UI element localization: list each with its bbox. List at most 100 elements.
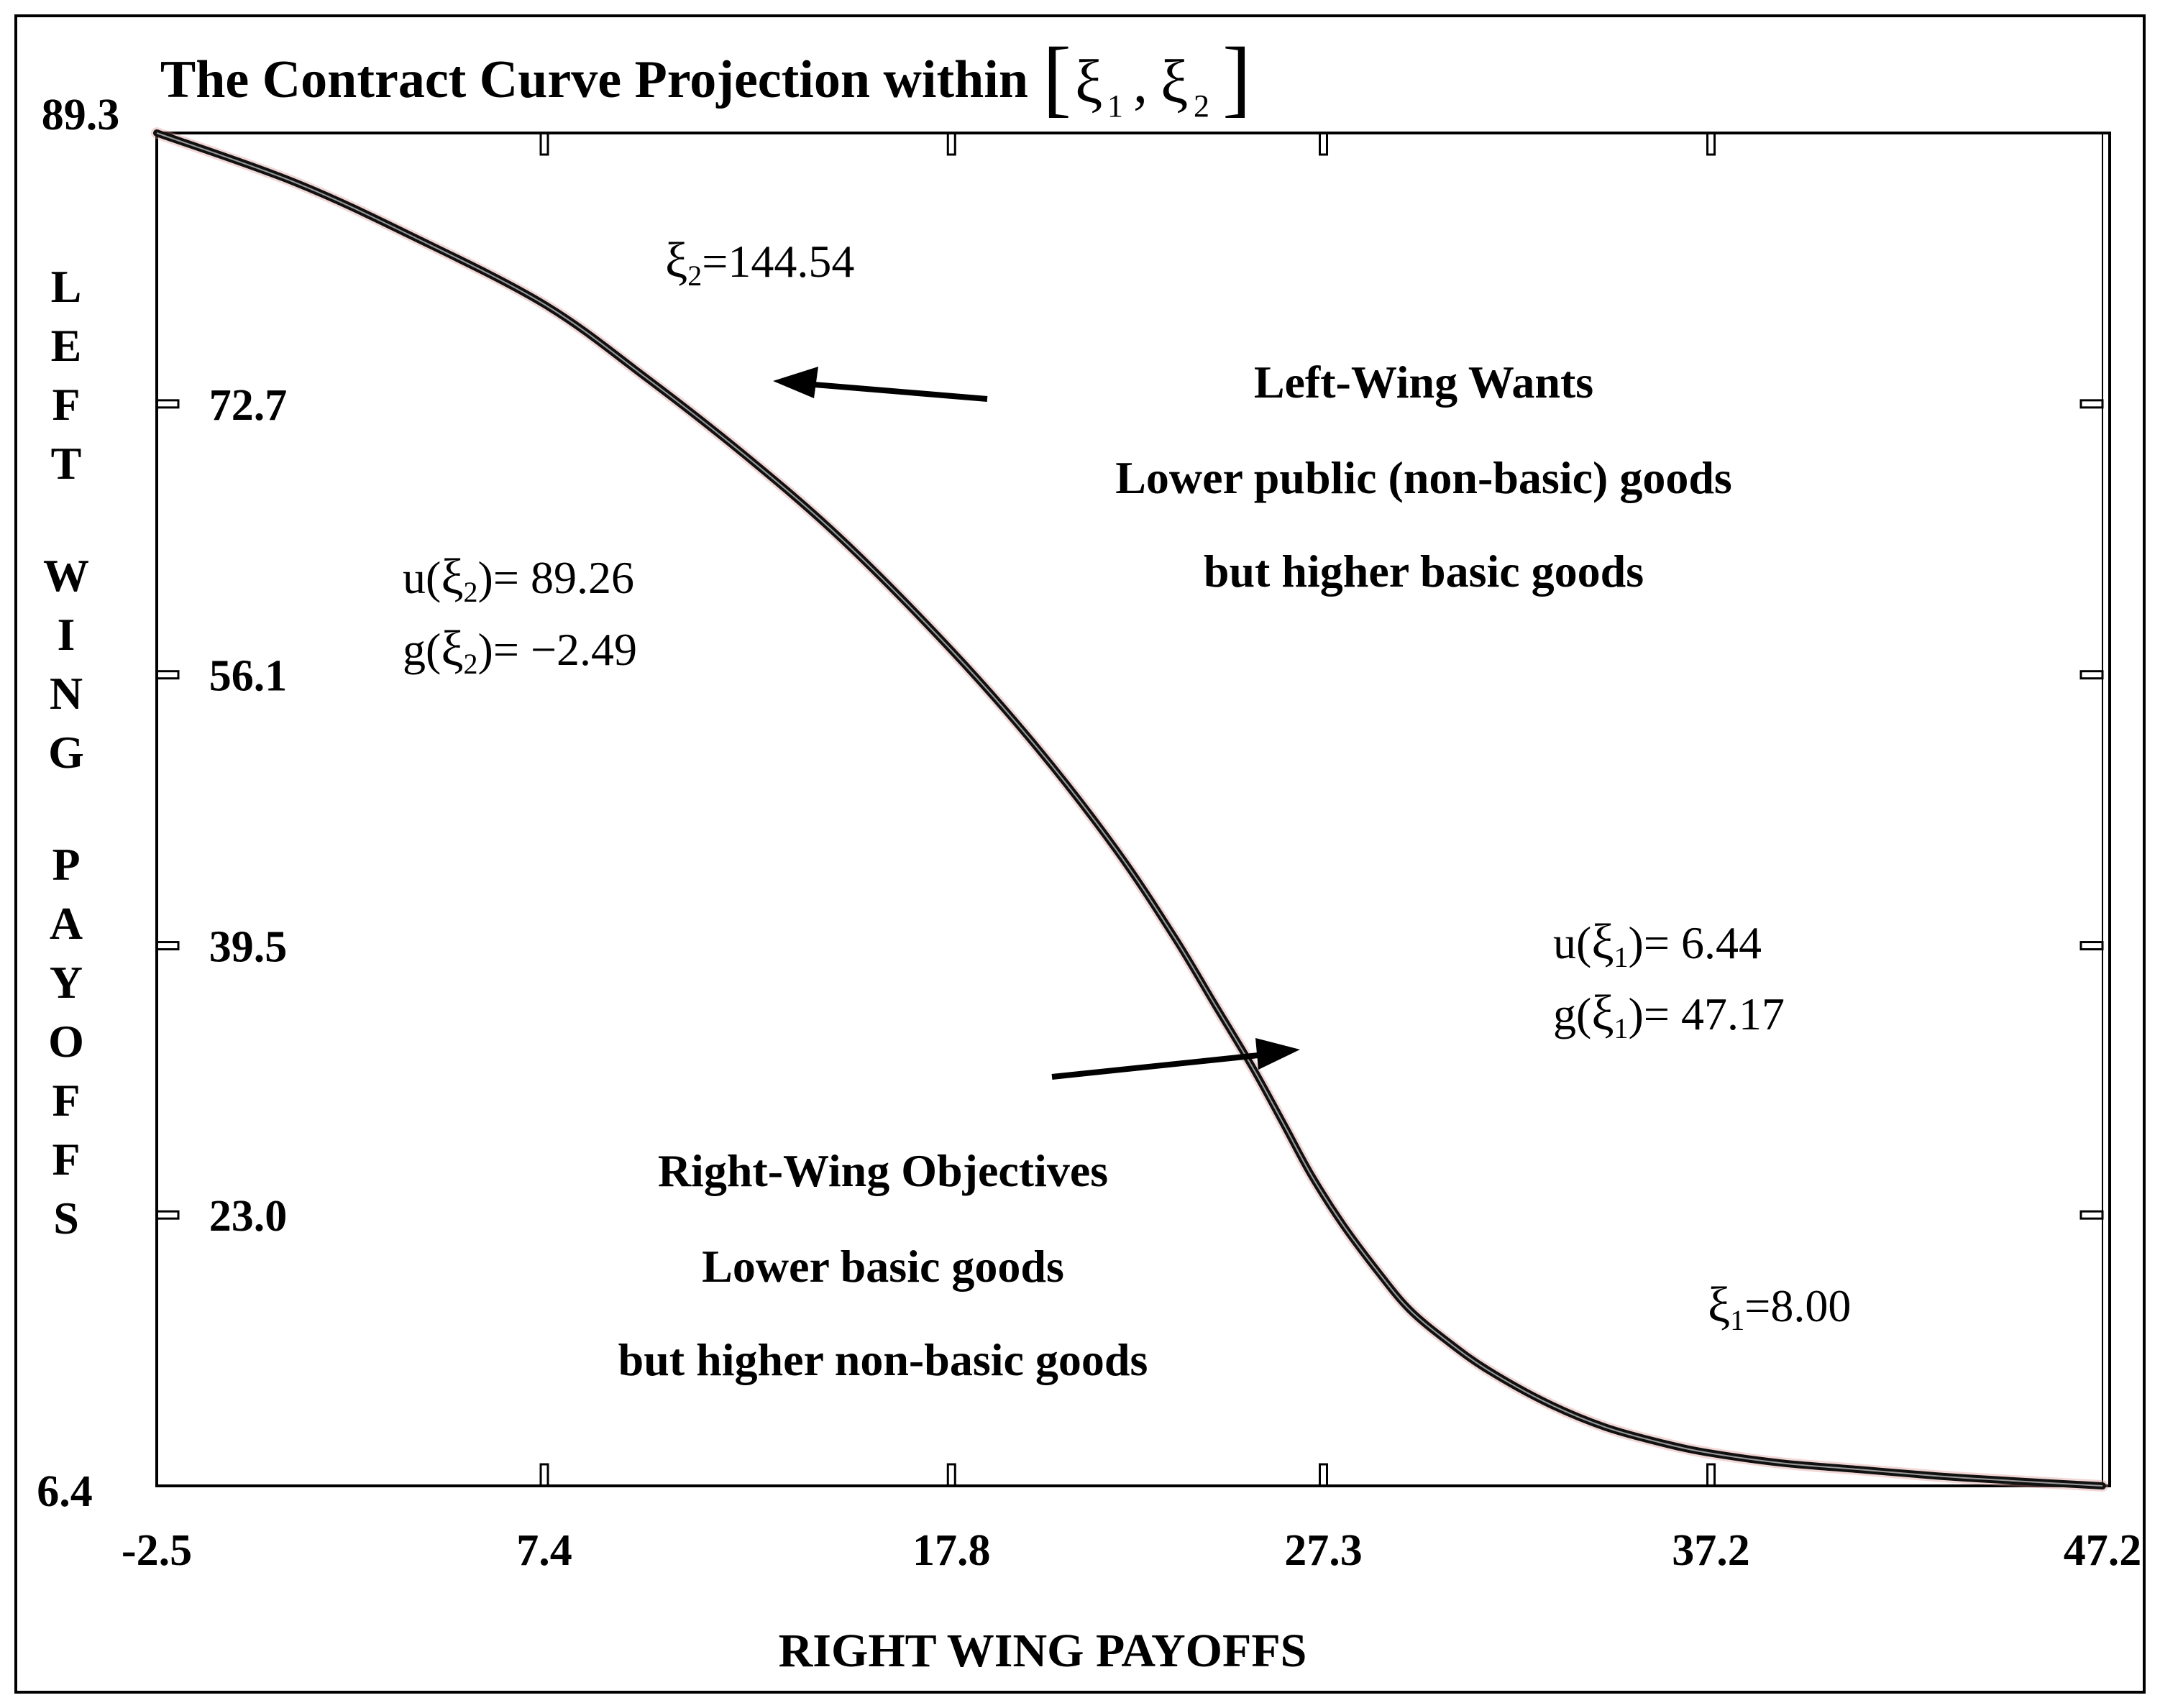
annotation-g-xi2-text: )= −2.49 — [478, 624, 638, 675]
annotation-xi2-sub: 2 — [687, 260, 702, 292]
y-axis-label-letter: F — [52, 1134, 80, 1185]
annotation-xi2: ξ2=144.54 — [665, 233, 854, 292]
x-tick-label: 47.2 — [2064, 1526, 2142, 1575]
y-axis-label-letter: E — [51, 320, 82, 371]
annotation-g-xi2-prefix: g( — [403, 624, 441, 675]
x-tick-label: -2.5 — [122, 1526, 192, 1575]
title-comma: , — [1133, 52, 1148, 115]
y-tick-mark-left — [155, 941, 180, 951]
annotation-xi2-text: =144.54 — [702, 236, 854, 287]
x-tick-mark-top — [1319, 132, 1329, 156]
right-wing-note-line-2: Lower basic goods — [702, 1241, 1064, 1292]
contract-curve — [151, 127, 2108, 1492]
annotation-u-xi1-base: ξ — [1591, 914, 1614, 970]
annotation-u-xi2-sub: 2 — [464, 576, 478, 608]
left-wing-arrow-head — [773, 367, 818, 398]
y-tick-mark-left — [155, 399, 180, 409]
annotation-u-xi1: u(ξ1)= 6.44 — [1553, 914, 1762, 973]
annotation-u-xi1-prefix: u( — [1553, 917, 1591, 968]
left-wing-arrow-shaft — [805, 381, 988, 402]
annotation-g-xi1-prefix: g( — [1553, 988, 1591, 1039]
outer-frame — [14, 14, 2146, 1694]
annotation-g-xi2: g(ξ2)= −2.49 — [403, 621, 637, 680]
right-wing-arrow-head — [1255, 1038, 1300, 1070]
annotation-xi1-text: =8.00 — [1744, 1280, 1851, 1331]
y-tick-labels: 89.3 72.7 56.1 39.5 23.0 6.4 — [37, 91, 287, 1516]
y-axis-label-letter: T — [51, 438, 82, 489]
annotation-xi1: ξ1=8.00 — [1708, 1277, 1851, 1336]
x-tick-label: 37.2 — [1672, 1526, 1750, 1575]
right-wing-note-line-1: Right-Wing Objectives — [658, 1145, 1108, 1196]
annotation-g-xi1-text: )= 47.17 — [1629, 988, 1785, 1039]
y-axis-label-letter: S — [53, 1193, 79, 1244]
annotation-g-xi1: g(ξ1)= 47.17 — [1553, 986, 1785, 1044]
chart-title: The Contract Curve Projection within [ ξ… — [160, 29, 1251, 125]
annotation-g-xi1-base: ξ — [1591, 986, 1614, 1041]
y-axis-label-letter: F — [52, 379, 80, 430]
x-tick-labels: -2.5 7.4 17.8 27.3 37.2 47.2 — [122, 1526, 2141, 1575]
x-tick-mark-top — [946, 132, 956, 156]
right-wing-arrow — [1051, 1038, 1300, 1080]
annotation-g-xi2-base: ξ — [441, 621, 463, 676]
y-axis-label-letter: Y — [50, 957, 83, 1008]
y-axis-label-letter: W — [43, 550, 89, 601]
title-xi2-sub: 2 — [1194, 88, 1209, 124]
title-xi2: ξ — [1161, 47, 1188, 116]
y-axis-label-letter: A — [50, 898, 83, 949]
y-axis-label-letter: I — [58, 609, 75, 660]
x-tick-mark-top — [539, 132, 549, 156]
y-axis-label-letter: L — [51, 261, 82, 312]
title-xi1-sub: 1 — [1107, 88, 1123, 124]
y-tick-mark-right — [2079, 1210, 2104, 1220]
y-axis-label-letter: G — [48, 727, 84, 778]
title-bracket-open: [ — [1043, 29, 1071, 125]
title-xi1: ξ — [1075, 47, 1102, 116]
y-tick-mark-right — [2079, 941, 2104, 951]
y-tick-label: 6.4 — [37, 1467, 93, 1516]
annotation-xi1-base: ξ — [1708, 1277, 1730, 1333]
y-tick-label: 89.3 — [42, 91, 120, 139]
annotation-u-xi1-sub: 1 — [1614, 941, 1629, 973]
y-axis-label-letter: O — [48, 1016, 84, 1067]
title-text: The Contract Curve Projection within — [160, 50, 1028, 109]
annotation-u-xi2-text: )= 89.26 — [478, 552, 634, 603]
x-tick-label: 7.4 — [516, 1526, 572, 1575]
y-tick-label: 72.7 — [209, 381, 288, 430]
x-tick-mark-bottom — [539, 1463, 549, 1487]
annotation-g-xi1-sub: 1 — [1614, 1012, 1629, 1044]
x-tick-mark-bottom — [1319, 1463, 1329, 1487]
y-tick-label: 56.1 — [209, 652, 288, 701]
plot-frame — [155, 132, 2111, 1487]
title-bracket-close: ] — [1222, 29, 1251, 125]
annotation-g-xi2-sub: 2 — [464, 648, 478, 680]
annotation-u-xi1-text: )= 6.44 — [1629, 917, 1762, 968]
x-tick-mark-bottom — [946, 1463, 956, 1487]
x-axis-label: RIGHT WING PAYOFFS — [779, 1625, 1307, 1677]
y-tick-mark-left — [155, 1210, 180, 1220]
y-tick-mark-right — [2079, 399, 2104, 409]
right-wing-arrow-shaft — [1051, 1052, 1259, 1080]
y-axis-label-letter: F — [52, 1075, 80, 1126]
axis-ticks — [155, 132, 2104, 1487]
left-wing-note-line-3: but higher basic goods — [1204, 546, 1644, 597]
x-tick-mark-bottom — [1706, 1463, 1716, 1487]
x-tick-mark-top — [1706, 132, 1716, 156]
contract-curve-inner — [156, 132, 2103, 1487]
right-wing-note-line-3: but higher non-basic goods — [618, 1334, 1148, 1385]
left-wing-arrow — [773, 367, 988, 402]
y-tick-mark-left — [155, 670, 180, 680]
annotation-xi2-base: ξ — [665, 233, 687, 288]
x-tick-label: 27.3 — [1284, 1526, 1363, 1575]
y-axis-label-letter: P — [52, 839, 80, 890]
y-axis-label-letter: N — [50, 668, 83, 719]
x-tick-label: 17.8 — [912, 1526, 991, 1575]
annotation-u-xi2: u(ξ2)= 89.26 — [403, 549, 634, 608]
y-tick-label: 39.5 — [209, 923, 288, 972]
annotation-xi1-sub: 1 — [1730, 1304, 1744, 1336]
y-tick-label: 23.0 — [209, 1192, 288, 1241]
left-wing-note-line-1: Left-Wing Wants — [1254, 357, 1593, 408]
left-wing-note-line-2: Lower public (non-basic) goods — [1115, 452, 1732, 503]
annotation-u-xi2-prefix: u( — [403, 552, 441, 603]
